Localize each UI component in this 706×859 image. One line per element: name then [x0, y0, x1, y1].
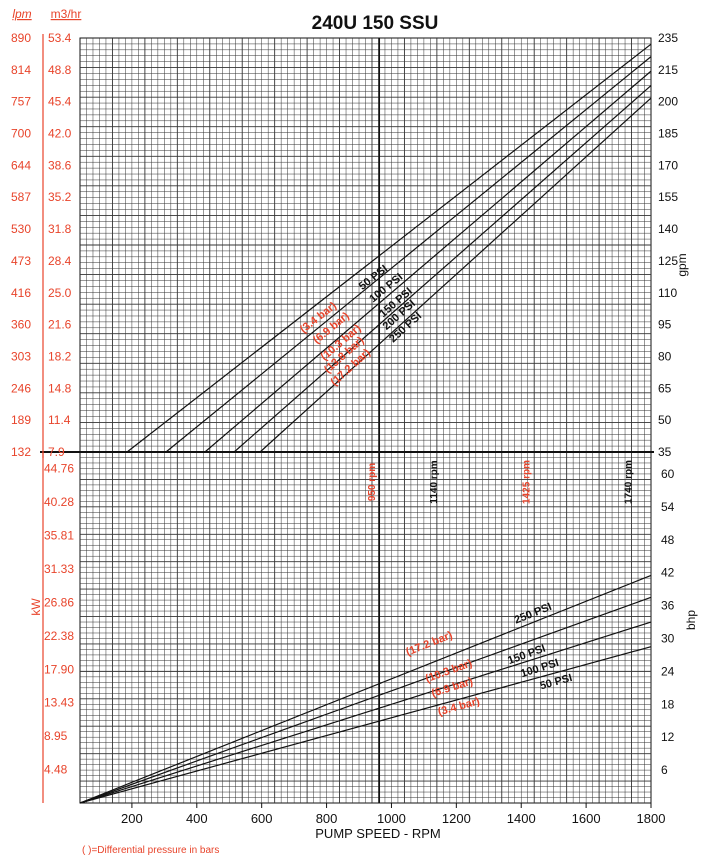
kw-tick-label: 13.43	[44, 696, 74, 710]
m3hr-tick-label: 38.6	[48, 158, 72, 172]
flow-series-line	[233, 85, 652, 453]
m3hr-tick-label: 48.8	[48, 63, 72, 77]
lpm-tick-label: 587	[11, 190, 31, 204]
kw-tick-label: 22.38	[44, 629, 74, 643]
gpm-tick-label: 35	[658, 445, 672, 459]
lpm-tick-label: 530	[11, 222, 31, 236]
m3hr-tick-label: 25.0	[48, 286, 72, 300]
flow-series-line	[259, 97, 652, 453]
x-tick-label: 400	[186, 811, 208, 826]
lpm-tick-label: 246	[11, 381, 31, 395]
kw-tick-label: 17.90	[44, 662, 74, 676]
power-series-line	[79, 621, 652, 804]
kw-tick-label: 8.95	[44, 729, 68, 743]
lpm-tick-label: 473	[11, 254, 31, 268]
footnote: ( )=Differential pressure in bars	[82, 845, 219, 856]
bhp-tick-label: 24	[661, 664, 675, 678]
gpm-tick-label: 110	[658, 286, 677, 300]
lpm-tick-label: 132	[11, 445, 31, 459]
gpm-tick-label: 50	[658, 413, 672, 427]
bhp-tick-label: 12	[661, 730, 675, 744]
m3hr-tick-label: 31.8	[48, 222, 72, 236]
x-tick-label: 800	[316, 811, 338, 826]
lpm-tick-label: 644	[11, 158, 31, 172]
gpm-tick-label: 65	[658, 381, 672, 395]
bhp-tick-label: 54	[661, 500, 675, 514]
x-tick-label: 600	[251, 811, 273, 826]
rpm-marker-label: 1140 rpm	[429, 460, 440, 503]
x-tick-label: 1200	[442, 811, 471, 826]
bhp-tick-label: 18	[661, 697, 675, 711]
m3hr-tick-label: 11.4	[48, 413, 71, 427]
bhp-axis-label: bhp	[684, 610, 698, 630]
x-tick-label: 1000	[377, 811, 406, 826]
x-tick-label: 1600	[572, 811, 601, 826]
gpm-tick-label: 140	[658, 222, 678, 236]
m3hr-header: m3/hr	[51, 7, 82, 21]
chart-title: 240U 150 SSU	[312, 13, 439, 34]
m3hr-tick-label: 21.6	[48, 318, 72, 332]
m3hr-tick-label: 18.2	[48, 349, 72, 363]
gpm-tick-label: 80	[658, 349, 672, 363]
chart-axes: 200 400 600 800 1000 1200 1400 1600 1800 35 132 7.9…	[11, 7, 698, 826]
rpm-marker-label: 950 rpm	[367, 463, 378, 501]
m3hr-tick-label: 53.4	[48, 31, 72, 45]
bhp-tick-label: 60	[661, 467, 675, 481]
power-series-line	[79, 596, 652, 804]
x-tick-label: 200	[121, 811, 143, 826]
kw-axis-label: kW	[29, 598, 43, 616]
lpm-tick-label: 189	[11, 413, 31, 427]
lpm-header: lpm	[12, 7, 31, 21]
gpm-tick-label: 215	[658, 63, 678, 77]
x-tick-label: 1800	[637, 811, 666, 826]
gpm-tick-label: 125	[658, 254, 678, 268]
x-tick-label: 1400	[507, 811, 536, 826]
flow-series-line	[165, 56, 652, 453]
m3hr-tick-label: 45.4	[48, 95, 72, 109]
chart-marks: 50 PSI(3.4 bar)100 PSI(6.9 bar)150 PSI(1…	[79, 38, 652, 804]
flow-series-line	[126, 43, 652, 453]
rpm-marker-label: 1425 rpm	[521, 460, 532, 504]
kw-tick-label: 26.86	[44, 595, 74, 609]
flow-series-line	[204, 70, 652, 453]
bhp-tick-label: 30	[661, 631, 675, 645]
lpm-tick-label: 416	[11, 286, 31, 300]
kw-tick-label: 4.48	[44, 763, 68, 777]
m3hr-tick-label: 14.8	[48, 381, 72, 395]
lpm-tick-label: 360	[11, 318, 31, 332]
kw-tick-label: 35.81	[44, 529, 74, 543]
lpm-tick-label: 814	[11, 63, 31, 77]
m3hr-tick-label: 28.4	[48, 254, 72, 268]
bhp-tick-label: 48	[661, 533, 675, 547]
power-series-line	[79, 646, 652, 804]
gpm-tick-label: 155	[658, 190, 678, 204]
x-axis-label: PUMP SPEED - RPM	[315, 826, 440, 841]
gpm-tick-label: 235	[658, 31, 678, 45]
m3hr-tick-label: 7.9	[48, 445, 65, 459]
gpm-axis-label: gpm	[675, 253, 689, 276]
gpm-tick-label: 185	[658, 127, 678, 141]
m3hr-tick-label: 42.0	[48, 127, 72, 141]
gpm-tick-label: 200	[658, 95, 678, 109]
lpm-tick-label: 700	[11, 127, 31, 141]
lpm-tick-label: 890	[11, 31, 31, 45]
chart-grid	[40, 37, 654, 804]
lpm-tick-label: 303	[11, 349, 31, 363]
bhp-tick-label: 42	[661, 566, 675, 580]
rpm-marker-label: 1740 rpm	[624, 460, 635, 504]
kw-tick-label: 44.76	[44, 462, 74, 476]
m3hr-tick-label: 35.2	[48, 190, 72, 204]
bhp-tick-label: 36	[661, 599, 675, 613]
gpm-tick-label: 95	[658, 318, 672, 332]
lpm-tick-label: 757	[11, 95, 31, 109]
power-series-line	[79, 574, 652, 804]
gpm-tick-label: 170	[658, 158, 678, 172]
bhp-tick-label: 6	[661, 763, 668, 777]
kw-tick-label: 40.28	[44, 495, 74, 509]
kw-tick-label: 31.33	[44, 562, 74, 576]
